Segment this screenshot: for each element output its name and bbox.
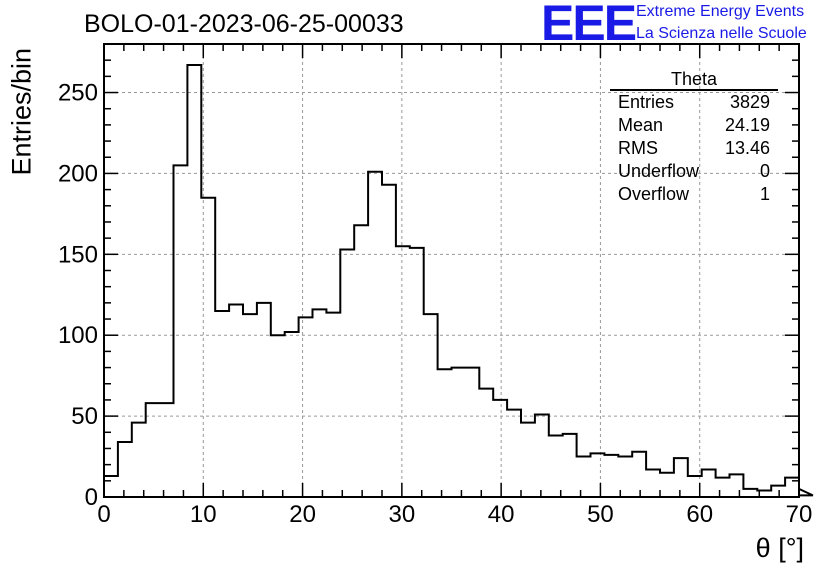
- stats-row-underflow: Underflow 0: [610, 160, 778, 183]
- stats-label: RMS: [618, 138, 658, 158]
- y-tick-label: 200: [58, 160, 98, 187]
- y-tick-label: 150: [58, 241, 98, 268]
- stats-label: Overflow: [618, 184, 690, 204]
- stats-value: 1: [759, 184, 770, 204]
- y-tick-label: 250: [58, 80, 98, 107]
- x-tick-label: 50: [587, 501, 614, 528]
- x-tick-labels: 0 10 20 30 40 50 60 70: [97, 501, 812, 528]
- grid-lines: [104, 44, 799, 497]
- y-tick-label: 50: [71, 403, 98, 430]
- stats-row-rms: RMS 13.46: [610, 137, 778, 160]
- x-tick-label: 0: [97, 501, 110, 528]
- y-tick-labels: 0 50 100 150 200 250: [58, 80, 98, 511]
- y-tick-label: 100: [58, 322, 98, 349]
- y-axis-label: Entries/bin: [6, 47, 37, 176]
- stats-label: Mean: [618, 115, 664, 135]
- stats-title: Theta: [610, 69, 778, 91]
- x-axis-label: θ [°]: [755, 533, 804, 563]
- stats-value: 13.46: [724, 138, 770, 158]
- stats-label: Entries: [618, 92, 675, 112]
- chart-title: BOLO-01-2023-06-25-00033: [84, 10, 404, 38]
- logo-line-2: La Scienza nelle Scuole: [636, 25, 807, 42]
- stats-row-mean: Mean 24.19: [610, 114, 778, 137]
- stats-box: Theta Entries 3829 Mean 24.19 RMS 13.46 …: [610, 69, 778, 206]
- stats-value: 3829: [729, 92, 770, 112]
- x-tick-label: 10: [190, 501, 217, 528]
- stats-label: Underflow: [618, 161, 700, 181]
- axis-ticks: [103, 43, 800, 498]
- x-tick-label: 20: [289, 501, 316, 528]
- stats-row-overflow: Overflow 1: [610, 183, 778, 206]
- x-tick-label: 60: [686, 501, 713, 528]
- stats-row-entries: Entries 3829: [610, 91, 778, 114]
- x-tick-label: 30: [389, 501, 416, 528]
- x-tick-label: 40: [488, 501, 515, 528]
- eee-logo: EEE: [541, 0, 637, 51]
- histogram-series: [103, 64, 814, 497]
- x-tick-label: 70: [786, 501, 813, 528]
- stats-value: 0: [759, 161, 770, 181]
- y-tick-label: 0: [85, 484, 98, 511]
- logo-line-1: Extreme Energy Events: [636, 3, 805, 20]
- stats-value: 24.19: [724, 115, 770, 135]
